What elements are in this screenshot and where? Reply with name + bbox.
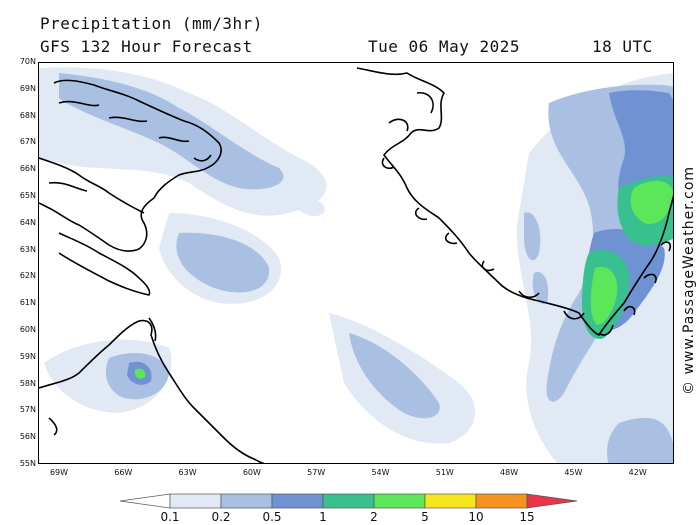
lat-label: 68N bbox=[19, 110, 36, 120]
lon-label: 69W bbox=[49, 468, 69, 477]
lat-label: 61N bbox=[19, 298, 36, 308]
coastlines bbox=[39, 67, 673, 463]
lon-label: 60W bbox=[242, 468, 261, 477]
legend-swatch bbox=[424, 493, 477, 509]
forecast-label: GFS 132 Hour Forecast bbox=[40, 37, 253, 56]
forecast-date: Tue 06 May 2025 bbox=[368, 37, 520, 56]
lat-label: 56N bbox=[19, 432, 36, 442]
map-title: Precipitation (mm/3hr) bbox=[40, 14, 263, 33]
lat-label: 64N bbox=[19, 217, 36, 227]
lon-label: 63W bbox=[178, 468, 197, 477]
map-canvas bbox=[39, 67, 673, 463]
lat-label: 69N bbox=[19, 83, 36, 93]
legend-tick-label: 0.2 bbox=[211, 510, 231, 524]
baffin-coastline bbox=[39, 79, 222, 252]
legend-tick-label: 2 bbox=[370, 510, 378, 524]
legend-tick-label: 1 bbox=[319, 510, 327, 524]
lat-label: 59N bbox=[19, 351, 36, 361]
site-credit: © www.PassageWeather.com bbox=[681, 165, 697, 395]
precipitation-map bbox=[38, 62, 674, 464]
lon-label: 54W bbox=[371, 468, 390, 477]
lat-label: 57N bbox=[19, 405, 36, 415]
legend-low-arrow bbox=[119, 493, 171, 509]
legend-swatch bbox=[373, 493, 426, 509]
lat-label: 70N bbox=[19, 57, 36, 66]
labrador-coastline bbox=[39, 319, 265, 463]
legend-swatch bbox=[475, 493, 528, 509]
lon-label: 48W bbox=[500, 468, 519, 477]
legend-swatch bbox=[169, 493, 222, 509]
legend-tick-label: 15 bbox=[519, 510, 535, 524]
legend-swatch bbox=[271, 493, 324, 509]
lon-label: 51W bbox=[435, 468, 454, 477]
legend-tick-label: 10 bbox=[468, 510, 484, 524]
legend-tick-label: 0.5 bbox=[262, 510, 282, 524]
lat-label: 67N bbox=[19, 137, 36, 147]
greenland-coastline bbox=[356, 67, 673, 336]
lat-label: 65N bbox=[19, 191, 36, 200]
lat-label: 66N bbox=[19, 164, 36, 174]
precip-bright-green bbox=[134, 180, 673, 379]
legend-high-arrow bbox=[526, 493, 578, 509]
legend-swatch bbox=[220, 493, 273, 509]
lat-label: 63N bbox=[19, 244, 36, 254]
legend-tick-label: 5 bbox=[421, 510, 429, 524]
lon-label: 45W bbox=[564, 468, 583, 477]
lat-label: 55N bbox=[19, 459, 36, 468]
legend bbox=[0, 490, 700, 525]
legend-swatch bbox=[322, 493, 375, 509]
lat-label: 60N bbox=[19, 325, 36, 334]
forecast-time: 18 UTC bbox=[592, 37, 653, 56]
legend-tick-label: 0.1 bbox=[160, 510, 180, 524]
lat-label: 62N bbox=[19, 271, 36, 281]
lon-label: 42W bbox=[628, 468, 647, 477]
lat-label: 58N bbox=[19, 378, 36, 388]
lon-label: 57W bbox=[307, 468, 326, 477]
lon-label: 66W bbox=[114, 468, 133, 477]
legend-colorbar bbox=[119, 493, 578, 509]
